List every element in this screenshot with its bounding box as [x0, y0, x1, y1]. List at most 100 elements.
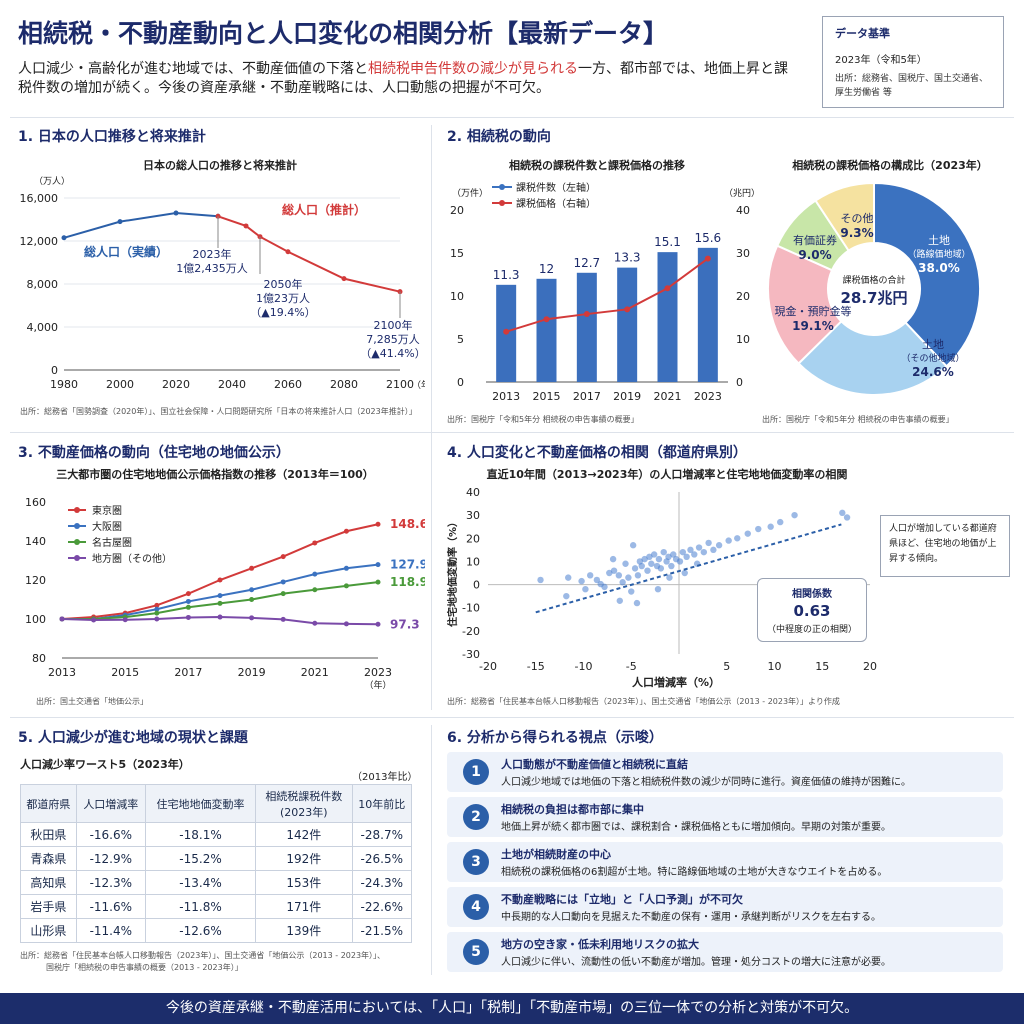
x-tick-label: -15 [527, 660, 545, 673]
divider [10, 717, 1014, 718]
data-point [243, 223, 249, 229]
data-point [624, 306, 631, 313]
lead-part-2: 一方、都市部では、 [578, 61, 704, 77]
lead-part-1: 人口減少・高齢化が進む地域では、不動産価値の下落と [18, 61, 368, 77]
footer-banner: 今後の資産承継・不動産活用においては、「人口」「税制」「不動産市場」の三位一体で… [0, 993, 1024, 1024]
section-2-source-right: 出所：国税庁「令和5年分 相続税の申告事績の概要」 [762, 415, 954, 424]
data-point [154, 602, 160, 608]
correlation-box: 相関係数 0.63 （中程度の正の相関） [757, 578, 867, 642]
scatter-point [578, 577, 585, 585]
scatter-point [665, 553, 672, 560]
data-point [704, 255, 711, 262]
y-right-tick-label: 10 [736, 333, 750, 346]
scatter-point [666, 574, 673, 581]
table-cell: 192件 [255, 846, 353, 871]
x-tick-label: 2021 [301, 666, 329, 679]
series-label-forecast: 総人口（推計） [282, 202, 366, 217]
slice-label: 土地 [922, 338, 944, 351]
table-cell: -18.1% [144, 822, 257, 847]
correlation-desc: （中程度の正の相関） [766, 625, 857, 635]
slice-value: 24.6% [912, 365, 954, 379]
scatter-point [582, 586, 589, 593]
data-point [122, 617, 128, 623]
land-price-chart: 80 100 120 140 160 2013 2015 2017 2019 2021 2023（年… [25, 496, 425, 690]
x-tick-label: 2021 [654, 390, 682, 403]
table-cell: 青森県 [20, 846, 77, 871]
series-line [63, 212, 219, 239]
scatter-point [767, 523, 774, 530]
y-left-tick-label: 15 [450, 247, 464, 260]
scatter-point [725, 537, 732, 544]
scatter-point [705, 539, 712, 547]
pie-slice [767, 244, 843, 365]
end-value-label: 97.3 [390, 617, 420, 631]
scatter-point [839, 509, 846, 517]
x-tick-label: 2060 [274, 378, 302, 391]
data-point [343, 528, 349, 534]
legend-swatch-dot [74, 555, 80, 561]
data-point [215, 213, 221, 219]
scatter-point [657, 565, 665, 572]
section-6-title: 6. 分析から得られる視点（示唆） [447, 730, 663, 746]
table-cell: -11.4% [75, 918, 146, 943]
scatter-point [586, 572, 594, 579]
section-4-title: 4. 人口変化と不動産価格の相関（都道府県別） [447, 445, 747, 461]
chart-5-title: 直近10年間（2013→2023年）の人口増減率と住宅地地価変動率の相関 [486, 468, 848, 481]
data-point [217, 614, 223, 620]
y-tick-label: 140 [25, 535, 46, 548]
y-tick-label: 8,000 [27, 278, 59, 291]
table-cell: -12.9% [75, 846, 146, 871]
insight-card: 1 人口動態が不動産価値と相続税に直結 人口減少地域では地価の下落と相続税件数の減少… [447, 752, 1003, 792]
y-left-tick-label: 0 [457, 376, 464, 389]
legend-swatch-dot [74, 523, 80, 529]
scatter-point [648, 560, 655, 567]
legend-swatch-value-dot [499, 200, 505, 206]
y-tick-label: -30 [462, 648, 480, 661]
slice-value: 38.0% [918, 261, 960, 275]
end-value-label: 118.9 [390, 575, 425, 589]
annotation-2100-change: （▲41.4%） [360, 347, 425, 360]
data-basis-source: 出所：総務省、国税庁、国土交通省、厚生労働省 等 [835, 74, 989, 98]
data-point [375, 562, 381, 568]
y-tick-label: 30 [466, 509, 480, 522]
y-right-tick-label: 40 [736, 204, 750, 217]
scatter-point [650, 551, 658, 558]
data-point [280, 579, 286, 585]
page-title: 相続税・不動産動向と人口変化の相関分析【最新データ】 [18, 19, 669, 48]
y-tick-label: 20 [466, 532, 480, 545]
annotation-2050-change: （▲19.4%） [250, 306, 315, 319]
data-point [341, 276, 347, 282]
table-cell: -16.6% [75, 822, 146, 847]
y-tick-label: 100 [25, 613, 46, 626]
insight-heading: 不動産戦略には「立地」と「人口予測」が不可欠 [501, 893, 743, 906]
scatter-point [615, 572, 623, 579]
table-cell: -12.6% [144, 918, 257, 943]
pie-slice [814, 181, 875, 253]
annotation-2023: 2023年 [193, 247, 232, 261]
scatter-point [681, 569, 688, 577]
scatter-point [700, 548, 708, 556]
insight-heading: 相続税の負担は都市部に集中 [501, 803, 644, 816]
y-tick-label: 40 [466, 486, 480, 499]
table-row: 青森県 -12.9% -15.2% 192件 -26.5% [20, 846, 413, 871]
scatter-point [843, 514, 851, 521]
y-right-tick-label: 0 [736, 376, 743, 389]
slice-sublabel: （路線価地域） [907, 248, 970, 260]
y-tick-label: -10 [462, 602, 480, 615]
section-5-source-1: 出所：総務省「住民基本台帳人口移動報告（2023年）」、国土交通省「地価公示（2… [20, 951, 386, 960]
data-point [543, 316, 550, 323]
scatter-point [537, 576, 544, 584]
section-3-title: 3. 不動産価格の動向（住宅地の地価公示） [18, 445, 290, 461]
y-axis-label: 住宅地地価変動率（%） [446, 517, 459, 627]
data-point [280, 554, 286, 560]
table-row: 高知県 -12.3% -13.4% 153件 -24.3% [20, 870, 413, 895]
x-tick-label: 5 [723, 660, 730, 673]
insight-heading: 地方の空き家・低未利用地リスクの拡大 [501, 938, 699, 951]
pie-slice [797, 319, 948, 396]
section-2-title: 2. 相続税の動向 [447, 129, 551, 145]
table-cell: -12.3% [75, 870, 146, 895]
table-cell: 秋田県 [20, 822, 77, 847]
x-tick-label: 1980 [50, 378, 78, 391]
scatter-point [593, 576, 601, 584]
annotation-2023-value: 1億2,435万人 [176, 262, 248, 275]
